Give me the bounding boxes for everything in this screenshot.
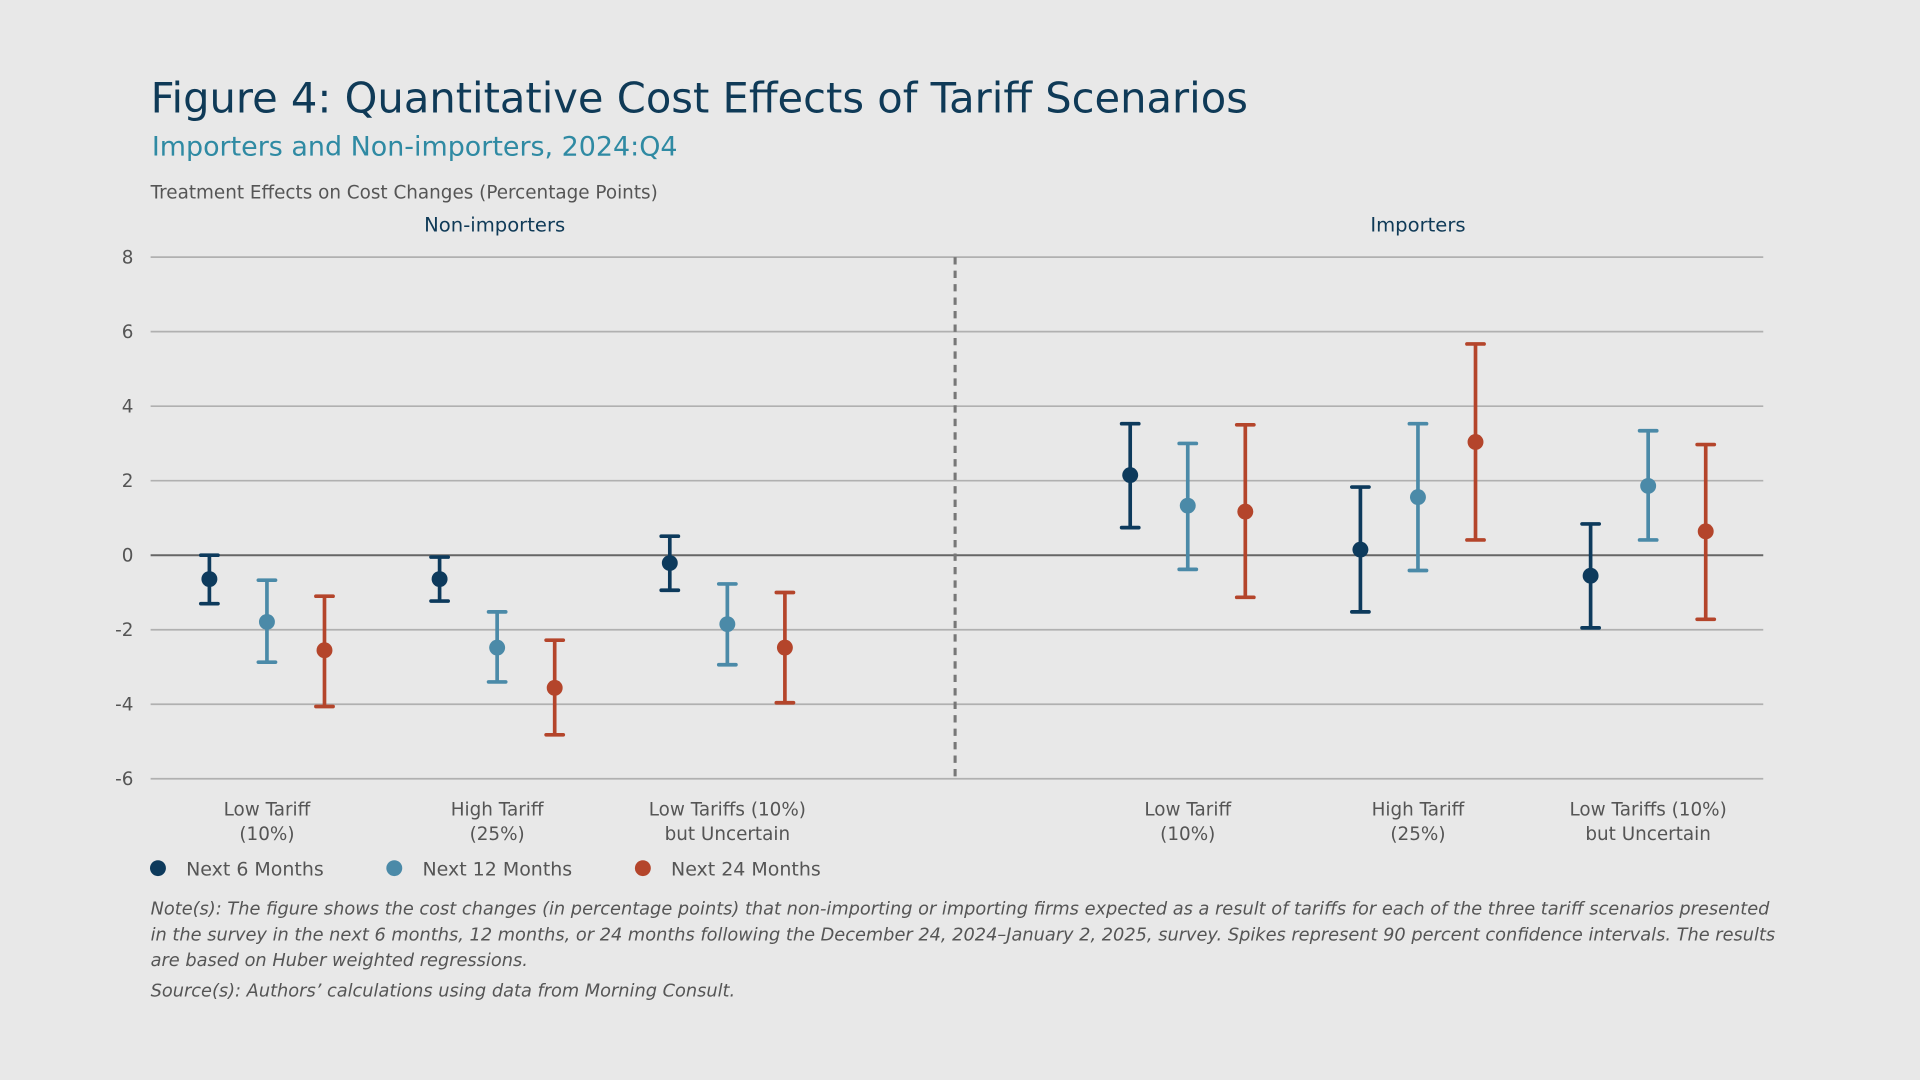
category-label: but Uncertain bbox=[665, 824, 791, 845]
source-note: Source(s): Authors’ calculations using d… bbox=[151, 982, 736, 1002]
point-estimate bbox=[1697, 523, 1714, 540]
point-estimate bbox=[1179, 497, 1196, 514]
error-bar bbox=[659, 534, 681, 593]
point-estimate bbox=[546, 679, 563, 696]
point-estimate bbox=[489, 639, 506, 656]
error-bar bbox=[1234, 422, 1256, 600]
category-label: (25%) bbox=[470, 824, 525, 845]
error-bar bbox=[256, 578, 278, 664]
note-line-1: Note(s): The figure shows the cost chang… bbox=[151, 900, 1771, 920]
category-labels: Low Tariff (10%) High Tariff (25%) Low Tarif… bbox=[224, 800, 1727, 845]
error-bar bbox=[1695, 442, 1717, 622]
legend: Next 6 Months Next 12 Months Next 24 Mon… bbox=[150, 859, 821, 881]
error-bar bbox=[544, 638, 566, 737]
point-estimate bbox=[1582, 567, 1599, 584]
panel-label-importers: Importers bbox=[1370, 213, 1465, 236]
y-tick-label: 2 bbox=[122, 471, 134, 492]
note-line-3: are based on Huber weighted regressions. bbox=[151, 951, 528, 971]
point-estimate bbox=[1122, 467, 1139, 484]
error-bar bbox=[314, 594, 335, 709]
error-bar bbox=[1637, 428, 1659, 542]
y-tick-label: 6 bbox=[122, 322, 134, 343]
error-bar bbox=[1350, 485, 1371, 614]
y-tick-label: 8 bbox=[122, 247, 134, 268]
point-estimate bbox=[258, 613, 275, 630]
category-label: (10%) bbox=[239, 824, 294, 845]
legend-label-next-12: Next 12 Months bbox=[422, 859, 572, 881]
point-estimate bbox=[316, 642, 333, 659]
point-estimate bbox=[1237, 503, 1254, 520]
category-label: (25%) bbox=[1390, 824, 1445, 845]
point-estimate bbox=[776, 639, 793, 656]
legend-label-next-6: Next 6 Months bbox=[186, 859, 324, 881]
error-bar bbox=[198, 553, 220, 606]
point-estimate bbox=[431, 571, 448, 588]
error-bar bbox=[429, 555, 450, 603]
point-estimate bbox=[1640, 477, 1657, 494]
note-line-2: in the survey in the next 6 months, 12 m… bbox=[151, 925, 1776, 945]
y-axis-label: Treatment Effects on Cost Changes (Perce… bbox=[150, 182, 658, 203]
point-estimate bbox=[1352, 541, 1369, 558]
legend-marker-next-24 bbox=[634, 860, 651, 877]
gridlines bbox=[150, 256, 1764, 780]
y-tick-label: 4 bbox=[122, 396, 134, 417]
category-label: but Uncertain bbox=[1585, 824, 1711, 845]
chart-subtitle: Importers and Non-importers, 2024:Q4 bbox=[152, 132, 678, 163]
legend-marker-next-6 bbox=[150, 860, 166, 877]
category-label: Low Tariff bbox=[224, 800, 311, 821]
category-label: Low Tariffs (10%) bbox=[1570, 800, 1727, 821]
error-bar bbox=[1119, 421, 1141, 530]
point-estimate bbox=[1467, 433, 1484, 450]
y-ticks: 8 6 4 2 0 -2 -4 -6 bbox=[115, 247, 133, 790]
point-estimate bbox=[661, 555, 678, 572]
point-estimate bbox=[201, 571, 218, 588]
category-label: Low Tariffs (10%) bbox=[649, 800, 806, 821]
legend-marker-next-12 bbox=[386, 860, 403, 877]
y-tick-label: -6 bbox=[115, 769, 133, 790]
category-label: High Tariff bbox=[451, 800, 544, 821]
category-label: (10%) bbox=[1160, 824, 1215, 845]
chart-title: Figure 4: Quantitative Cost Effects of T… bbox=[151, 74, 1248, 123]
error-bar bbox=[1580, 522, 1602, 630]
point-estimate bbox=[719, 616, 736, 633]
error-bars bbox=[198, 342, 1717, 737]
error-bar bbox=[1177, 441, 1199, 572]
category-label: Low Tariff bbox=[1144, 800, 1231, 821]
legend-label-next-24: Next 24 Months bbox=[671, 859, 821, 881]
y-tick-label: -4 bbox=[115, 694, 133, 715]
y-tick-label: 0 bbox=[122, 545, 134, 566]
y-tick-label: -2 bbox=[115, 620, 133, 641]
error-bar bbox=[486, 610, 508, 684]
error-bar bbox=[1465, 342, 1486, 542]
error-bar bbox=[716, 582, 738, 667]
error-bar bbox=[774, 590, 796, 705]
error-bar bbox=[1407, 421, 1429, 573]
point-estimate bbox=[1410, 489, 1426, 506]
category-label: High Tariff bbox=[1372, 800, 1465, 821]
panel-label-non-importers: Non-importers bbox=[424, 213, 565, 236]
